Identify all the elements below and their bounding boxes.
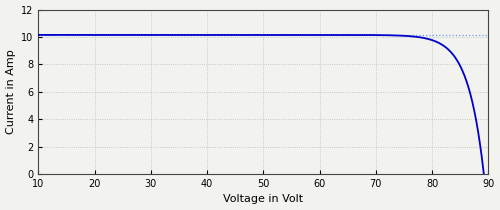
X-axis label: Voltage in Volt: Voltage in Volt — [224, 194, 304, 205]
Y-axis label: Current in Amp: Current in Amp — [6, 49, 16, 134]
